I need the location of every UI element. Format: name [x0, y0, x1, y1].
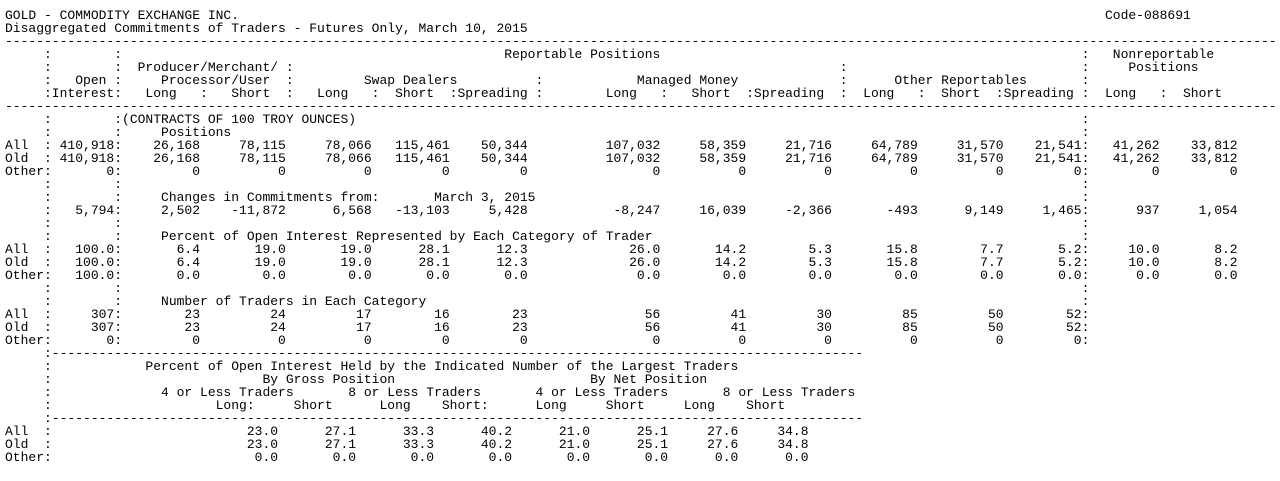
- separator-header: ----------------------------------------…: [5, 99, 1277, 114]
- positions-row-all: All : 410,918: 26,168 78,115 78,066 115,…: [5, 138, 1238, 153]
- report-header-line: GOLD - COMMODITY EXCHANGE INC. Code-0886…: [5, 8, 1191, 23]
- unit-note-line: : :(CONTRACTS OF 100 TROY OUNCES) :: [5, 112, 1090, 127]
- header-columns-line: :Interest: Long : Short : Long : Short :…: [5, 86, 1222, 101]
- concentration-title-line: : Percent of Open Interest Held by the I…: [5, 359, 739, 374]
- concentration-columns-line: : Long: Short Long Short: Long Short Lon…: [5, 398, 786, 413]
- separator-top: ----------------------------------------…: [5, 34, 1277, 49]
- trader-counts-row-old: Old : 307: 23 24 17 16 23 56 41 30 85 50…: [5, 320, 1090, 335]
- positions-row-other: Other: 0: 0 0 0 0 0 0 0 0 0 0 0: 0 0: [5, 164, 1238, 179]
- trader-counts-row-all: All : 307: 23 24 17 16 23 56 41 30 85 50…: [5, 307, 1090, 322]
- percent-oi-row-all: All : 100.0: 6.4 19.0 19.0 28.1 12.3 26.…: [5, 242, 1238, 257]
- rail-line: : : :: [5, 281, 1090, 296]
- report-subtitle-line: Disaggregated Commitments of Traders - F…: [5, 21, 528, 36]
- header-reportable-line: : : Reportable Positions : Nonreportable: [5, 47, 1215, 62]
- concentration-groups-line: : 4 or Less Traders 8 or Less Traders 4 …: [5, 385, 856, 400]
- percent-oi-row-other: Other: 100.0: 0.0 0.0 0.0 0.0 0.0 0.0 0.…: [5, 268, 1238, 283]
- positions-row-old: Old : 410,918: 26,168 78,115 78,066 115,…: [5, 151, 1238, 166]
- concentration-subtitle-line: : By Gross Position By Net Position: [5, 372, 708, 387]
- trader-counts-title-line: : : Number of Traders in Each Category :: [5, 294, 1090, 309]
- concentration-separator-bottom: :---------------------------------------…: [5, 411, 864, 426]
- rail-line: : : :: [5, 216, 1090, 231]
- concentration-row-other: Other: 0.0 0.0 0.0 0.0 0.0 0.0 0.0 0.0: [5, 450, 809, 465]
- concentration-row-old: Old : 23.0 27.1 33.3 40.2 21.0 25.1 27.6…: [5, 437, 809, 452]
- concentration-row-all: All : 23.0 27.1 33.3 40.2 21.0 25.1 27.6…: [5, 424, 809, 439]
- percent-oi-row-old: Old : 100.0: 6.4 19.0 19.0 28.1 12.3 26.…: [5, 255, 1238, 270]
- changes-title-line: : : Changes in Commitments from: March 3…: [5, 190, 1090, 205]
- positions-title-line: : : Positions :: [5, 125, 1090, 140]
- percent-oi-title-line: : : Percent of Open Interest Represented…: [5, 229, 1090, 244]
- cot-report: GOLD - COMMODITY EXCHANGE INC. Code-0886…: [5, 8, 1277, 465]
- trader-counts-row-other: Other: 0: 0 0 0 0 0 0 0 0 0 0 0:: [5, 333, 1090, 348]
- header-group-line-2: : Open : Processor/User : Swap Dealers :…: [5, 73, 1090, 88]
- rail-line: : : :: [5, 177, 1090, 192]
- changes-row: : 5,794: 2,502 -11,872 6,568 -13,103 5,4…: [5, 203, 1238, 218]
- concentration-separator-top: :---------------------------------------…: [5, 346, 864, 361]
- header-group-line-1: : : Producer/Merchant/ : : : Positions: [5, 60, 1199, 75]
